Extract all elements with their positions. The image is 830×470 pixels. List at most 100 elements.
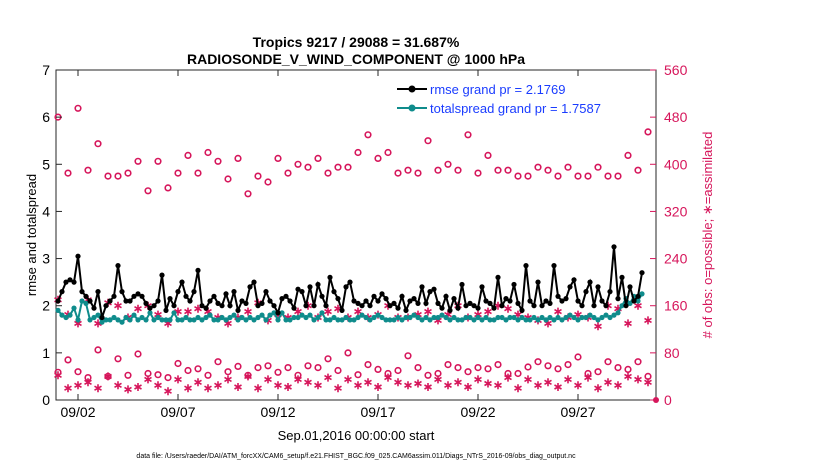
obs-possible-low-point <box>624 365 632 374</box>
y-right-tick-label: 320 <box>664 203 688 219</box>
rmse-point <box>527 298 533 304</box>
totalspread-point <box>387 317 393 323</box>
totalspread-point <box>187 317 193 323</box>
ticks-layer: 0 1 2 3 4 5 6 7 0 80 160 240 320 400 480 560 09/02 09/07 0… <box>42 62 687 420</box>
rmse-point <box>227 303 233 309</box>
totalspread-point <box>191 317 197 323</box>
obs-assimilated-low-point <box>454 378 462 387</box>
obs-assimilated-low-point <box>394 378 402 387</box>
rmse-point <box>367 303 373 309</box>
rmse-point <box>503 296 509 302</box>
rmse-point <box>295 286 301 292</box>
obs-assimilated-high-point <box>624 319 632 328</box>
obs-assimilated-low-point <box>384 373 392 382</box>
obs-assimilated-low-point <box>64 384 72 393</box>
totalspread-point <box>579 314 585 321</box>
totalspread-point <box>431 314 437 321</box>
rmse-point <box>219 303 225 309</box>
legend-totalspread-label: totalspread grand pr = 1.7587 <box>430 101 601 116</box>
obs-assimilated-low-point <box>154 381 162 390</box>
rmse-point <box>171 303 177 309</box>
rmse-point <box>103 303 109 309</box>
totalspread-point <box>395 314 401 321</box>
totalspread-point <box>423 314 429 321</box>
totalspread-point <box>299 312 305 318</box>
obs-assimilated-low-point <box>244 372 252 381</box>
totalspread-point <box>615 310 621 316</box>
totalspread-point <box>487 317 493 323</box>
rmse-point <box>471 303 477 309</box>
rmse-point <box>603 303 609 309</box>
y-right-tick-label: 560 <box>664 62 688 78</box>
obs-assimilated-high-point <box>324 307 332 316</box>
totalspread-point <box>559 317 565 323</box>
totalspread-point <box>215 317 221 323</box>
totalspread-point <box>279 310 285 316</box>
totalspread-point <box>355 314 361 321</box>
rmse-point <box>147 305 153 311</box>
totalspread-point <box>495 314 501 321</box>
rmse-point <box>115 263 121 269</box>
rmse-point <box>447 307 453 313</box>
totalspread-point <box>343 314 349 321</box>
rmse-point <box>467 300 473 306</box>
obs-assimilated-low-point <box>474 375 482 384</box>
obs-assimilated-low-point <box>254 384 262 393</box>
totalspread-point <box>83 300 89 306</box>
obs-possible-high-point <box>84 166 92 174</box>
totalspread-point <box>571 314 577 321</box>
rmse-point <box>539 303 545 309</box>
rmse-point <box>407 298 413 304</box>
obs-assimilated-low-point <box>84 378 92 387</box>
obs-assimilated-low-point <box>74 381 82 390</box>
rmse-point <box>479 284 485 290</box>
obs-possible-high-point <box>184 151 192 159</box>
obs-possible-high-point <box>494 166 502 174</box>
rmse-point <box>611 244 617 250</box>
obs-possible-high-point <box>64 169 72 177</box>
rmse-point <box>303 303 309 309</box>
obs-assimilated-high-point <box>244 307 252 316</box>
obs-possible-low-point <box>124 371 132 379</box>
rmse-point <box>99 314 105 321</box>
totalspread-point <box>131 312 137 318</box>
x-axis-label: Sep.01,2016 00:00:00 start <box>278 428 435 443</box>
totalspread-point <box>475 314 481 321</box>
totalspread-point <box>311 317 317 323</box>
rmse-point <box>459 281 465 288</box>
rmse-point <box>311 303 317 309</box>
totalspread-point <box>455 317 461 323</box>
totalspread-point <box>59 312 65 318</box>
rmse-point <box>151 303 157 309</box>
rmse-point <box>159 272 165 278</box>
totalspread-point <box>567 312 573 318</box>
obs-possible-low-point <box>164 374 172 382</box>
totalspread-point <box>459 317 465 323</box>
y-left-tick-label: 3 <box>42 251 50 267</box>
y-left-tick-label: 7 <box>42 62 50 78</box>
totalspread-point <box>371 314 377 321</box>
totalspread-point <box>303 314 309 321</box>
obs-possible-low-point <box>444 361 452 369</box>
obs-assimilated-low-point <box>304 378 312 387</box>
totalspread-point <box>179 317 185 323</box>
obs-possible-low-point <box>154 371 162 379</box>
obs-assimilated-low-point <box>124 385 132 394</box>
obs-assimilated-low-point <box>344 375 352 384</box>
rmse-point <box>415 300 421 306</box>
rmse-point <box>315 281 321 288</box>
rmse-point <box>135 291 141 297</box>
obs-possible-high-point <box>264 178 272 186</box>
obs-possible-low-point <box>174 359 182 368</box>
totalspread-point <box>55 307 61 313</box>
obs-assimilated-high-point <box>554 307 562 316</box>
obs-possible-high-point <box>74 104 82 112</box>
rmse-point <box>207 298 213 304</box>
totalspread-point <box>519 314 525 321</box>
rmse-point <box>563 296 569 302</box>
obs-assimilated-low-point <box>534 381 542 390</box>
rmse-point <box>79 289 85 295</box>
totalspread-point <box>535 317 541 323</box>
obs-possible-low-point <box>324 355 332 363</box>
obs-possible-low-point <box>284 364 292 372</box>
